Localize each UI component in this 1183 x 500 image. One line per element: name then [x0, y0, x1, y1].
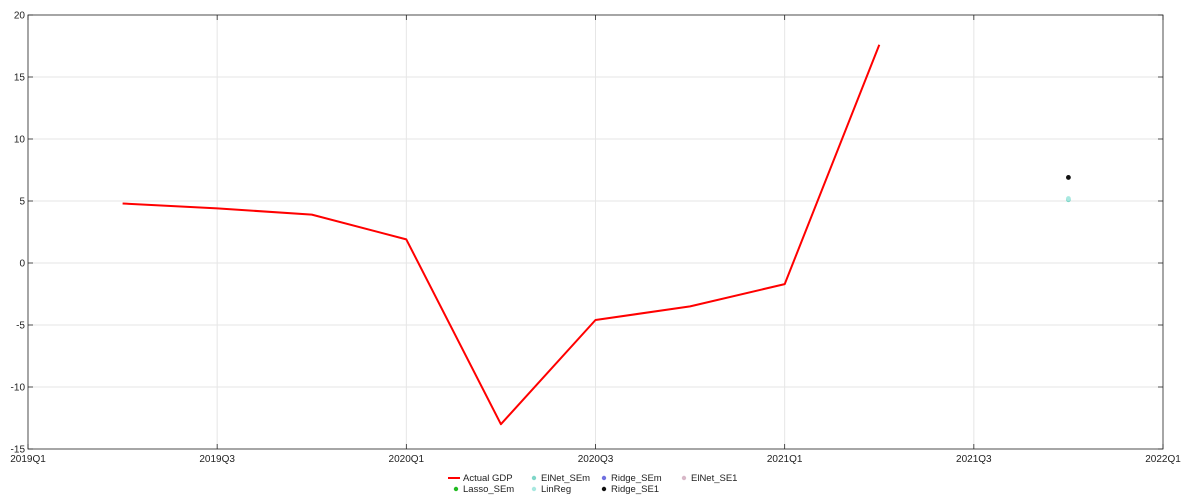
y-tick-label: -10	[11, 383, 26, 394]
legend-swatch-lasso-sem	[454, 487, 458, 491]
legend-swatch-linreg	[532, 487, 536, 491]
y-tick-label: 10	[14, 135, 26, 146]
legend-entry: Ridge_SEm	[611, 473, 662, 484]
legend-entry: Ridge_SE1	[611, 484, 659, 495]
legend-swatch-elnet-se1	[682, 476, 686, 480]
x-tick-label: 2021Q3	[956, 454, 992, 465]
y-tick-label: 15	[14, 73, 26, 84]
legend-entry: Actual GDP	[463, 473, 513, 484]
legend-swatch-ridge-se1	[602, 487, 606, 491]
x-tick-label: 2020Q3	[578, 454, 614, 465]
y-tick-label: 20	[14, 11, 26, 22]
y-tick-label: 0	[19, 259, 25, 270]
x-tick-label: 2019Q1	[10, 454, 46, 465]
forecast-point-linreg	[1066, 196, 1071, 201]
y-tick-label: 5	[19, 197, 25, 208]
legend-entry: ElNet_SEm	[541, 473, 590, 484]
forecast-point-ridge-se1	[1066, 175, 1071, 180]
y-tick-label: -5	[16, 321, 25, 332]
x-tick-label: 2019Q3	[199, 454, 235, 465]
legend-entry: LinReg	[541, 484, 571, 495]
legend-swatch-ridge-sem	[602, 476, 606, 480]
x-tick-label: 2021Q1	[767, 454, 803, 465]
x-tick-label: 2020Q1	[389, 454, 425, 465]
legend-entry: ElNet_SE1	[691, 473, 737, 484]
x-tick-label: 2022Q1	[1145, 454, 1181, 465]
legend-swatch-elnet-sem	[532, 476, 536, 480]
legend-entry: Lasso_SEm	[463, 484, 514, 495]
